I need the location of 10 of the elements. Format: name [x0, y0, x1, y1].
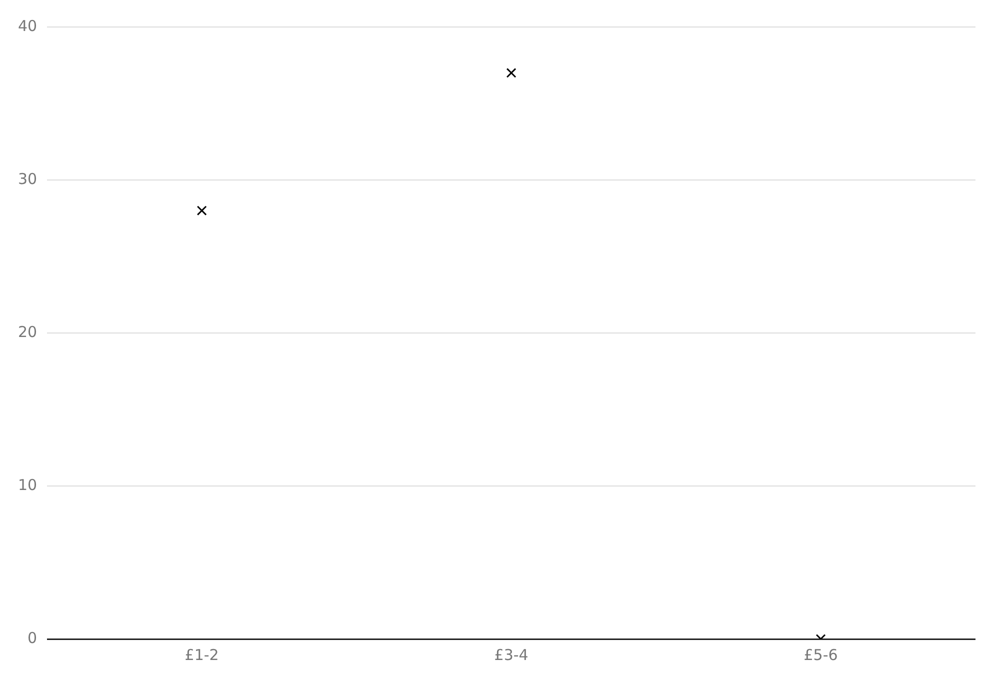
y-tick-label: 10: [18, 476, 38, 494]
y-tick-label: 0: [28, 628, 38, 647]
x-tick-label: £1-2: [184, 646, 219, 664]
point: [196, 206, 207, 216]
point: [506, 68, 516, 78]
y-tick-label: 40: [18, 16, 38, 35]
y-tick-label: 30: [18, 170, 38, 188]
y-tick-label: 20: [18, 322, 38, 341]
x-tick-label: £3-4: [494, 646, 528, 664]
x-tick-label: £5-6: [804, 646, 838, 664]
